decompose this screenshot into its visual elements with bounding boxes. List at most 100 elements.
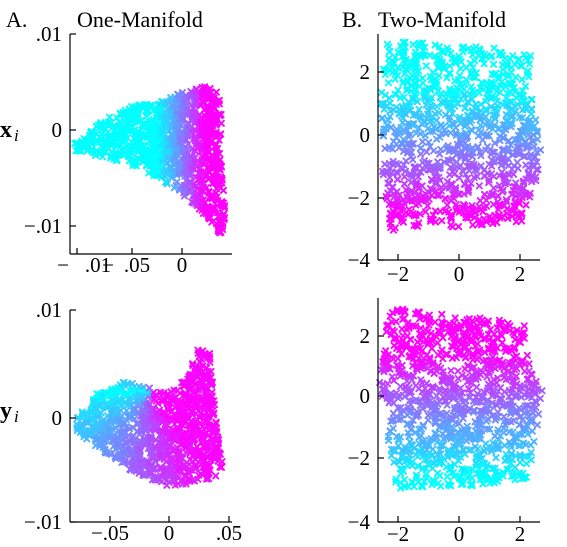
scatter-point [409,156,417,164]
scatter-point [505,170,513,178]
scatter-point [151,126,159,134]
scatter-point [157,144,165,152]
scatter-point [394,86,402,94]
scatter-point [149,139,157,147]
scatter-point [436,472,444,480]
scatter-point [389,355,397,363]
scatter-point [177,105,185,113]
scatter-point [432,169,440,177]
scatter-point [217,130,225,138]
scatter-point [186,189,194,197]
scatter-point [448,109,456,118]
scatter-point [492,454,500,462]
scatter-point [202,210,210,218]
scatter-point [182,182,190,190]
scatter-point [192,99,200,107]
scatter-point [179,136,187,145]
panel-b-letter: B. [342,7,362,32]
scatter-point [170,184,178,192]
scatter-point [152,166,160,174]
scatter-point [205,148,213,156]
scatter-point [198,156,206,164]
scatter-point [417,352,425,360]
scatter-point [384,116,392,124]
scatter-point [92,151,100,159]
x-tick-label: .05 [216,521,242,545]
x-tick-label: 0 [164,521,175,545]
scatter-point [123,115,131,123]
plot-one-manifold-x: .01 0 −.01 .01 .05 0 − − [24,22,232,277]
scatter-point [172,146,180,154]
y-tick-label: −2 [348,186,370,210]
scatter-point [446,69,454,77]
scatter-point [441,194,449,202]
scatter-point [215,227,223,236]
scatter-point [105,133,113,141]
scatter-point [157,106,166,114]
scatter-point [219,211,227,219]
scatter-point [490,158,498,166]
scatter-point [463,174,471,183]
scatter-point [210,100,218,108]
scatter-point [180,104,188,112]
scatter-point [172,99,180,107]
scatter-point [161,122,169,130]
scatter-point [451,314,459,322]
scatter-point [461,122,469,130]
scatter-point [195,142,203,150]
scatter-point [492,69,500,77]
scatter-point [532,116,540,124]
scatter-point [124,150,132,158]
scatter-point [149,116,157,124]
scatter-point [415,219,423,227]
scatter-point [437,183,445,191]
scatter-point [161,172,169,181]
scatter-point [482,196,490,204]
scatter-point [417,144,425,152]
scatter-point [523,351,531,359]
scatter-point [197,118,205,126]
row-label-y-var: y [0,398,12,424]
scatter-point [163,147,171,155]
scatter-point [422,62,430,70]
panel-b-title: Two-Manifold [378,7,506,32]
scatter-point [409,41,417,49]
scatter-point [447,367,455,375]
scatter-point [100,138,109,146]
y-tick-label: −4 [348,510,371,534]
scatter-point [469,64,477,72]
panel-a-title: One-Manifold [77,7,203,32]
scatter-point [214,178,222,186]
scatter-point [428,117,436,125]
scatter-point [133,140,142,148]
scatter-point [115,150,123,159]
scatter-point [194,185,202,193]
scatter-point [503,205,511,213]
scatter-point [179,148,187,156]
scatter-point [474,143,482,151]
scatter-point [384,79,393,87]
scatter-point [400,93,408,101]
y-tick-label: −2 [348,446,370,470]
scatter-point [188,165,196,173]
scatter-point [144,106,152,114]
row-label-x-sub: i [14,126,19,145]
scatter-point [88,128,96,136]
scatter-point [161,178,170,186]
scatter-point [125,157,133,165]
scatter-point [434,165,442,173]
scatter-points-one-manifold-y [73,346,226,489]
scatter-point [468,51,477,59]
x-tick-label: −.05 [91,521,129,545]
scatter-point [508,80,516,88]
scatter-point [170,140,178,148]
scatter-points-two-manifold-x [377,38,545,234]
scatter-point [460,85,468,93]
scatter-point [454,367,462,375]
scatter-point [400,173,409,181]
scatter-point [121,148,129,156]
scatter-point [384,433,392,441]
scatter-point [141,130,149,138]
scatter-point [399,218,407,226]
